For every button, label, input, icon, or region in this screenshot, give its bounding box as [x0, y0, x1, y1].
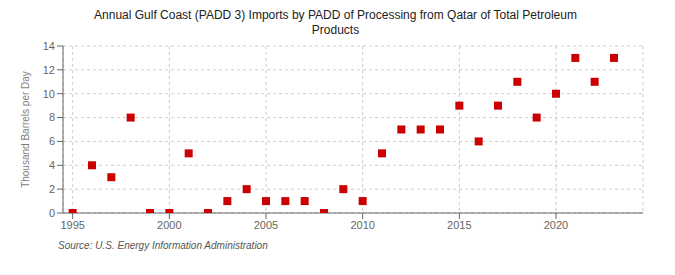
html-text:Source: U.S. Energy Informatio: Source: U.S. Energy Information Administ…: [58, 240, 268, 251]
svg-text:2010: 2010: [350, 219, 374, 231]
svg-text:4: 4: [49, 159, 55, 171]
svg-text:1995: 1995: [60, 219, 84, 231]
svg-text:0: 0: [49, 207, 55, 219]
svg-text:2: 2: [49, 183, 55, 195]
html-text:Annual Gulf Coast (PADD 3) Imp: Annual Gulf Coast (PADD 3) Imports by PA…: [94, 8, 577, 22]
svg-text:2000: 2000: [157, 219, 181, 231]
svg-text:10: 10: [43, 88, 55, 100]
html-text:Products: Products: [311, 23, 360, 37]
svg-text:6: 6: [49, 135, 55, 147]
svg-text:2015: 2015: [447, 219, 471, 231]
svg-text:14: 14: [43, 40, 55, 52]
svg-text:12: 12: [43, 64, 55, 76]
svg-text:2020: 2020: [544, 219, 568, 231]
svg-text:8: 8: [49, 111, 55, 123]
svg-text:Thousand Barrels per Day: Thousand Barrels per Day: [20, 71, 31, 188]
svg-text:2005: 2005: [254, 219, 278, 231]
